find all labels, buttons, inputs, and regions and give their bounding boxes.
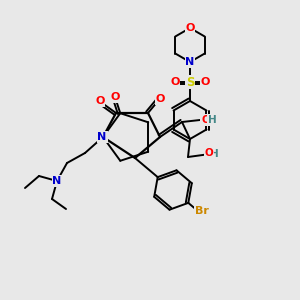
Text: H: H <box>210 149 218 159</box>
Text: S: S <box>186 76 194 88</box>
Text: O: O <box>111 92 120 102</box>
Text: N: N <box>52 176 62 186</box>
Text: H: H <box>208 115 217 125</box>
Text: N: N <box>185 57 195 67</box>
Text: N: N <box>98 132 108 142</box>
Text: O: O <box>155 94 165 104</box>
Text: O: O <box>95 96 105 106</box>
Text: O: O <box>200 77 210 87</box>
Text: N: N <box>98 132 106 142</box>
Text: O: O <box>205 148 213 158</box>
Text: O: O <box>170 77 180 87</box>
Text: O: O <box>201 115 210 125</box>
Text: Br: Br <box>194 206 208 216</box>
Text: O: O <box>185 23 195 33</box>
